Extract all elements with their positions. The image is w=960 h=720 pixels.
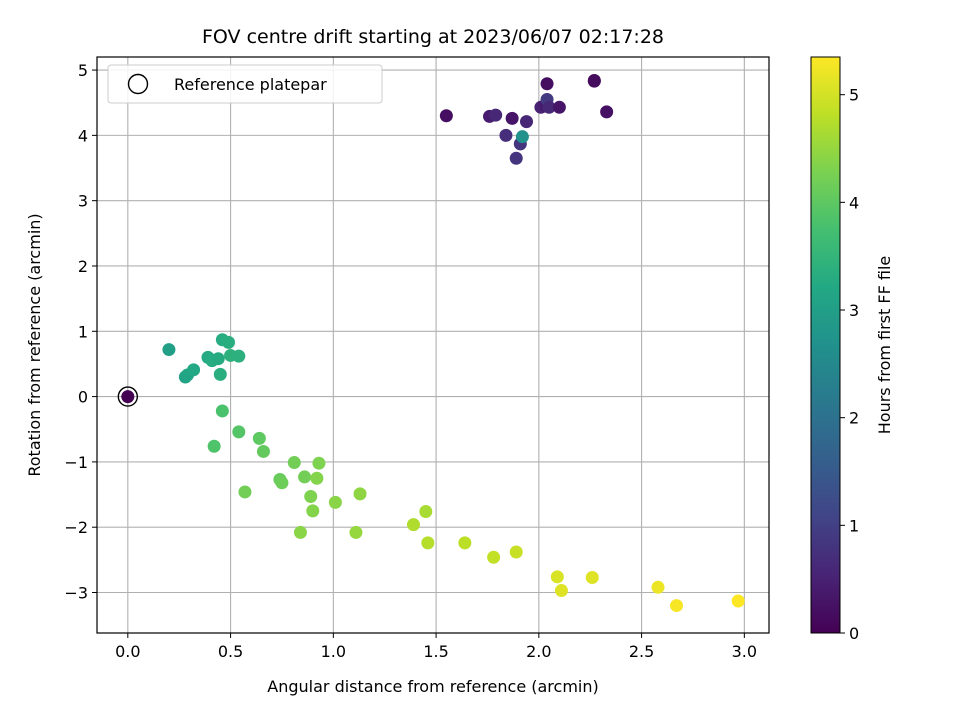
data-point bbox=[458, 536, 472, 550]
data-point bbox=[515, 130, 529, 144]
colorbar-gradient bbox=[810, 56, 841, 634]
data-point bbox=[328, 495, 342, 509]
y-axis-label: Rotation from reference (arcmin) bbox=[25, 213, 44, 476]
reference-point-marker bbox=[117, 386, 139, 407]
data-point bbox=[238, 485, 252, 499]
data-point bbox=[487, 550, 501, 564]
data-point bbox=[406, 518, 420, 532]
colorbar: 0 1 2 3 4 5 Hours from first FF file bbox=[810, 56, 894, 643]
data-point bbox=[731, 594, 745, 608]
data-point bbox=[207, 439, 221, 453]
x-tick-label: 3.0 bbox=[732, 642, 757, 661]
data-point bbox=[542, 100, 556, 114]
colorbar-tick-label: 0 bbox=[849, 624, 859, 643]
x-axis-ticks: 0.0 0.5 1.0 1.5 2.0 2.5 3.0 bbox=[115, 633, 757, 661]
x-tick-label: 2.0 bbox=[526, 642, 551, 661]
data-point bbox=[232, 425, 246, 439]
y-tick-label: 1 bbox=[78, 322, 88, 341]
legend-marker-icon bbox=[127, 73, 149, 95]
grid bbox=[97, 57, 769, 633]
data-point bbox=[505, 111, 519, 125]
data-point bbox=[540, 77, 554, 91]
reference-marker bbox=[117, 386, 139, 407]
data-point bbox=[587, 74, 601, 88]
x-axis-label: Angular distance from reference (arcmin) bbox=[267, 677, 598, 696]
data-point bbox=[256, 444, 270, 458]
x-tick-label: 1.5 bbox=[423, 642, 448, 661]
colorbar-tick-label: 4 bbox=[849, 193, 859, 212]
data-points bbox=[121, 74, 745, 613]
x-tick-label: 1.0 bbox=[321, 642, 346, 661]
data-point bbox=[304, 490, 318, 504]
data-point bbox=[353, 487, 367, 501]
x-tick-label: 2.5 bbox=[629, 642, 654, 661]
data-point bbox=[585, 570, 599, 584]
colorbar-tick-label: 1 bbox=[849, 516, 859, 535]
data-point bbox=[349, 525, 363, 539]
x-tick-label: 0.0 bbox=[115, 642, 140, 661]
y-tick-label: 3 bbox=[78, 192, 88, 211]
data-point bbox=[293, 525, 307, 539]
x-tick-label: 0.5 bbox=[218, 642, 243, 661]
data-point bbox=[232, 349, 246, 363]
data-point bbox=[439, 109, 453, 123]
colorbar-ticks: 0 1 2 3 4 5 bbox=[840, 86, 859, 643]
legend: Reference platepar bbox=[107, 64, 383, 104]
data-point bbox=[509, 545, 523, 559]
data-point bbox=[162, 343, 176, 357]
y-tick-label: 2 bbox=[78, 257, 88, 276]
legend-entry-label: Reference platepar bbox=[174, 75, 327, 94]
y-tick-label: 5 bbox=[78, 61, 88, 80]
data-point bbox=[421, 536, 435, 550]
data-point bbox=[520, 115, 534, 129]
data-point bbox=[211, 352, 225, 366]
data-point bbox=[489, 108, 503, 122]
data-point bbox=[287, 456, 301, 470]
data-point bbox=[187, 363, 201, 377]
data-point bbox=[651, 580, 665, 594]
data-point bbox=[298, 470, 312, 484]
data-point bbox=[310, 471, 324, 485]
data-point bbox=[499, 128, 513, 142]
colorbar-tick-label: 5 bbox=[849, 86, 859, 105]
data-point bbox=[213, 367, 227, 381]
y-tick-label: −1 bbox=[64, 453, 88, 472]
chart-title: FOV centre drift starting at 2023/06/07 … bbox=[202, 26, 664, 48]
data-point bbox=[312, 456, 326, 470]
data-point bbox=[552, 100, 566, 114]
data-point bbox=[550, 570, 564, 584]
data-point bbox=[222, 335, 236, 349]
data-point bbox=[275, 476, 289, 490]
data-point bbox=[252, 431, 266, 445]
legend-box bbox=[107, 64, 383, 104]
y-tick-label: −2 bbox=[64, 518, 88, 537]
data-point bbox=[554, 584, 568, 598]
plot-frame bbox=[96, 56, 770, 634]
y-axis-ticks: −3 −2 −1 0 1 2 3 4 5 bbox=[64, 61, 97, 603]
data-point bbox=[419, 505, 433, 519]
data-point bbox=[215, 404, 229, 418]
y-tick-label: −3 bbox=[64, 584, 88, 603]
y-tick-label: 4 bbox=[78, 126, 88, 145]
data-point bbox=[306, 504, 320, 518]
colorbar-label: Hours from first FF file bbox=[875, 256, 894, 435]
colorbar-tick-label: 3 bbox=[849, 301, 859, 320]
data-point bbox=[600, 105, 614, 119]
data-point bbox=[670, 599, 684, 613]
y-tick-label: 0 bbox=[78, 388, 88, 407]
colorbar-tick-label: 2 bbox=[849, 409, 859, 428]
data-point bbox=[509, 151, 523, 165]
data-point bbox=[121, 390, 135, 404]
